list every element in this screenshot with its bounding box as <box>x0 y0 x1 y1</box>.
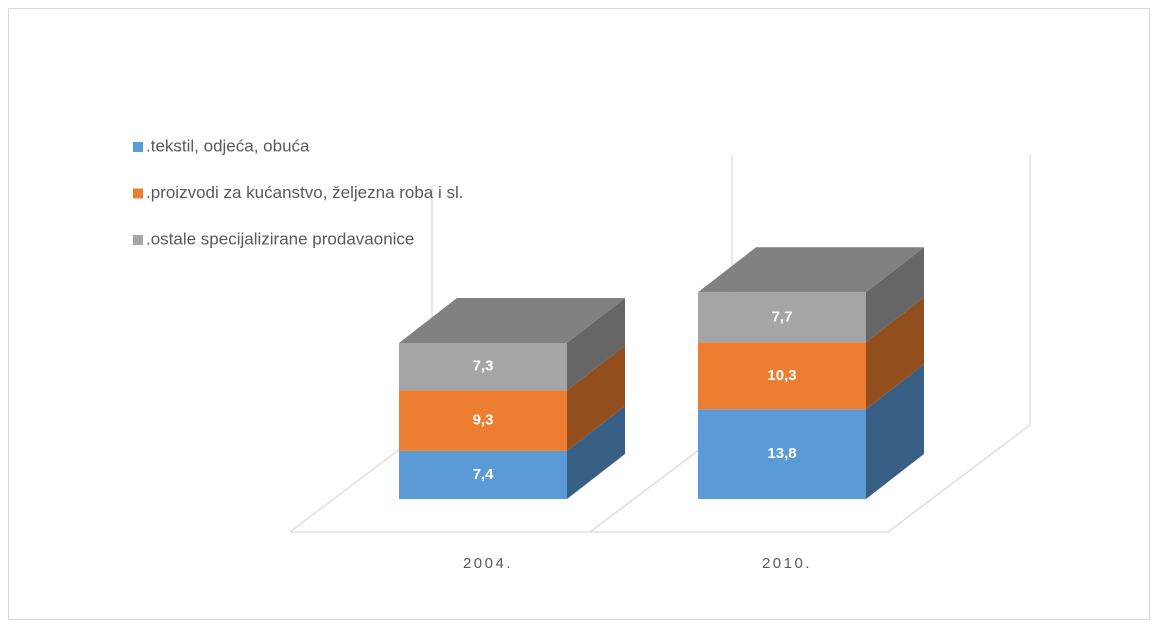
data-label: 9,3 <box>473 412 494 429</box>
bar-segment <box>698 342 866 410</box>
legend-swatch <box>133 235 143 245</box>
data-label: 13,8 <box>767 445 796 462</box>
data-label: 7,4 <box>473 466 495 483</box>
legend-swatch <box>133 188 143 199</box>
bar-top <box>399 298 625 343</box>
x-tick-label: 2004. <box>463 555 513 572</box>
x-tick-label: 2010. <box>762 555 812 572</box>
legend-label: .proizvodi za kućanstvo, željezna roba i… <box>146 183 464 202</box>
data-label: 7,7 <box>772 308 793 325</box>
bar-segment <box>399 390 567 451</box>
bar-side <box>866 247 924 343</box>
bar-top <box>698 247 924 293</box>
bar-side <box>567 345 625 451</box>
bar-side <box>567 298 625 391</box>
data-label: 7,3 <box>473 358 494 375</box>
legend-label: .ostale specijalizirane prodavaonice <box>146 229 414 248</box>
data-label: 10,3 <box>767 367 796 384</box>
legend-swatch <box>133 142 143 152</box>
bar-side <box>567 405 625 499</box>
bar-side <box>866 297 924 410</box>
bar-segment <box>698 292 866 343</box>
bar-segment <box>399 343 567 391</box>
legend-label: .tekstil, odjeća, obuća <box>146 136 310 155</box>
bar-segment <box>399 450 567 499</box>
bar-side <box>866 364 924 499</box>
bar-segment <box>698 409 866 499</box>
